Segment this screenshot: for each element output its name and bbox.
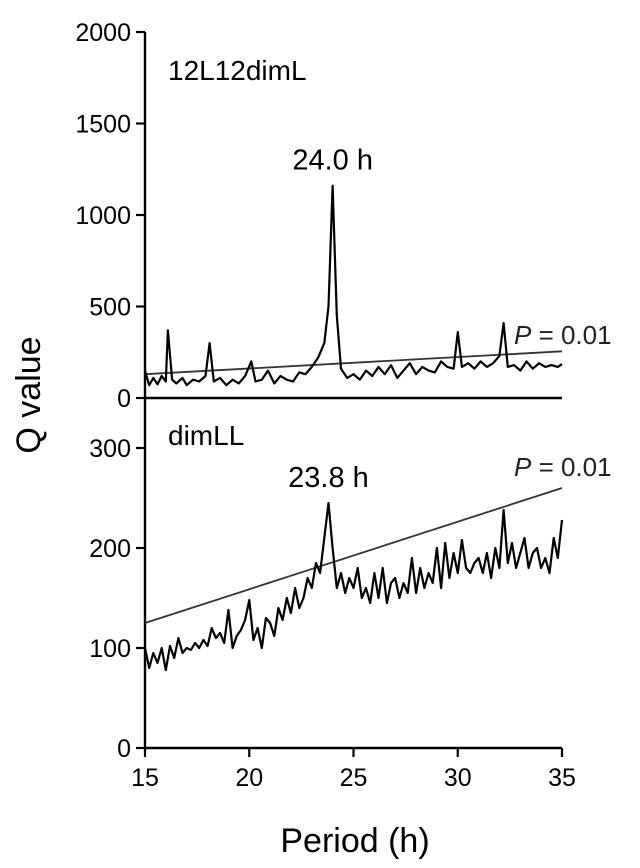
x-axis-title: Period (h) — [280, 822, 429, 860]
panel-bottom-threshold-line — [144, 487, 563, 624]
panel-bottom-axes — [143, 398, 562, 750]
panel-top-significance-value: = 0.01 — [531, 320, 611, 350]
x-tick-label: 20 — [235, 764, 263, 792]
panel-top-y-ticks: 0 500 1000 1500 2000 — [75, 19, 145, 413]
x-tick-label: 35 — [548, 764, 576, 792]
y-tick-label: 500 — [89, 294, 131, 322]
y-tick-label: 0 — [117, 385, 131, 413]
panel-top-series-line — [143, 184, 563, 387]
x-tick-label: 15 — [131, 764, 159, 792]
panel-bottom-label: dimLL — [168, 420, 244, 451]
panel-bottom-series-line — [143, 501, 564, 672]
panel-bottom-significance-p: P — [514, 452, 532, 482]
panel-top-axes — [143, 32, 562, 400]
x-tick-label: 25 — [340, 764, 368, 792]
y-tick-label: 2000 — [75, 19, 131, 47]
y-tick-label: 300 — [89, 435, 131, 463]
panel-top: 12L12dimL 0 500 1000 1500 2000 24.0 h P = 0.… — [75, 19, 611, 413]
panel-bottom-significance-label: P = 0.01 — [514, 452, 612, 482]
y-tick-label: 200 — [89, 535, 131, 563]
y-tick-label: 1500 — [75, 111, 131, 139]
x-tick-label: 30 — [444, 764, 472, 792]
panel-top-threshold-line — [144, 350, 563, 376]
y-tick-label: 1000 — [75, 202, 131, 230]
panel-bottom: dimLL 0 100 200 300 15 20 25 30 35 23.8 h P = 0… — [89, 398, 612, 792]
panel-top-label: 12L12dimL — [168, 55, 307, 86]
panel-bottom-peak-label: 23.8 h — [288, 462, 369, 494]
y-tick-label: 0 — [117, 735, 131, 763]
y-tick-label: 100 — [89, 635, 131, 663]
panel-bottom-y-ticks: 0 100 200 300 — [89, 435, 145, 763]
panel-top-significance-p: P — [514, 320, 532, 350]
panel-top-peak-label: 24.0 h — [292, 145, 373, 177]
panel-top-significance-label: P = 0.01 — [514, 320, 612, 350]
x-axis-ticks: 15 20 25 30 35 — [131, 748, 576, 792]
y-axis-title: Q value — [10, 336, 48, 453]
panel-bottom-significance-value: = 0.01 — [531, 452, 611, 482]
